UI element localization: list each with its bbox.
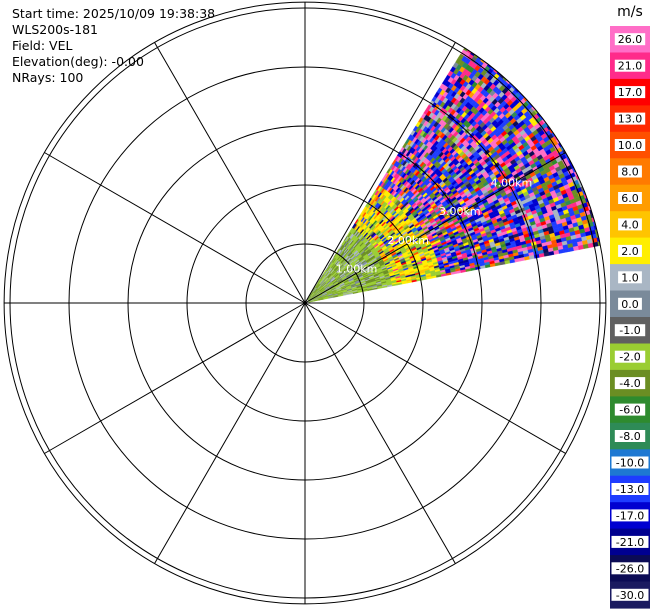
- colorbar-tick: -13.0: [611, 483, 649, 496]
- colorbar-tick-bg: [618, 218, 642, 231]
- colorbar-tick: 10.0: [614, 139, 646, 152]
- colorbar-tick: 17.0: [614, 86, 646, 99]
- colorbar-tick-label: 2.0: [621, 245, 639, 258]
- colorbar-tick-label: 13.0: [618, 113, 643, 126]
- colorbar-tick: -8.0: [614, 430, 646, 443]
- velocity-cell: [573, 245, 580, 251]
- field-label: Field: VEL: [12, 38, 73, 53]
- colorbar-tick-bg: [618, 192, 642, 204]
- azimuth-spoke: [44, 302, 306, 454]
- colorbar-tick-label: 1.0: [621, 271, 639, 284]
- range-ring-label: 4.00km: [491, 177, 533, 190]
- colorbar-tick: 2.0: [618, 244, 642, 258]
- colorbar-tick-label: 26.0: [618, 33, 643, 46]
- colorbar-tick-bg: [611, 509, 649, 522]
- azimuth-spoke: [304, 152, 566, 304]
- colorbar-tick-bg: [614, 403, 646, 416]
- azimuth-spoke: [304, 302, 566, 454]
- colorbar-tick-label: -6.0: [619, 404, 640, 417]
- colorbar-tick: -30.0: [611, 588, 649, 602]
- nrays-label: NRays: 100: [12, 70, 84, 85]
- azimuth-spoke: [304, 302, 456, 564]
- colorbar-tick-bg: [614, 33, 646, 46]
- colorbar-tick: 0.0: [618, 297, 642, 311]
- range-ring-labels: 1.00km 2.00km 3.00km 4.00km: [336, 177, 532, 276]
- colorbar-tick-label: -13.0: [616, 483, 644, 496]
- velocity-cell: [582, 243, 589, 249]
- colorbar-tick-bg: [614, 377, 646, 390]
- colorbar-tick: 8.0: [618, 165, 642, 179]
- velocity-cell: [587, 242, 594, 249]
- colorbar-tick: 21.0: [614, 59, 646, 73]
- azimuth-spoke: [304, 42, 456, 304]
- colorbar-tick: -26.0: [611, 562, 649, 575]
- colorbar-tick-label: -8.0: [619, 430, 640, 443]
- colorbar-tick-label: 8.0: [621, 166, 639, 179]
- colorbar-tick: 1.0: [618, 271, 642, 284]
- azimuth-spoke: [154, 42, 306, 304]
- range-ring-label: 1.00km: [336, 262, 378, 275]
- colorbar-tick-bg: [614, 59, 646, 72]
- colorbar-tick-bg: [614, 350, 646, 363]
- azimuth-spoke: [154, 302, 306, 564]
- colorbar-tick: 6.0: [618, 192, 642, 205]
- azimuth-spoke: [44, 152, 306, 304]
- colorbar-tick-bg: [614, 112, 646, 125]
- colorbar-tick-label: -1.0: [619, 324, 640, 337]
- start-time-label: Start time: 2025/10/09 19:38:38: [12, 6, 216, 21]
- colorbar-unit: m/s: [617, 4, 643, 20]
- elevation-label: Elevation(deg): -0.00: [12, 54, 144, 69]
- colorbar-tick-label: -10.0: [616, 457, 644, 470]
- velocity-cell: [577, 244, 584, 250]
- colorbar-tick: -6.0: [614, 403, 646, 417]
- colorbar-tick-bg: [614, 139, 646, 151]
- colorbar-tick: 4.0: [618, 218, 642, 231]
- colorbar-tick-bg: [618, 244, 642, 257]
- colorbar-tick-bg: [611, 588, 649, 601]
- velocity-cell: [563, 247, 570, 253]
- colorbar-tick-bg: [614, 430, 646, 442]
- colorbar-tick-bg: [618, 271, 642, 284]
- colorbar-tick-label: 21.0: [618, 60, 643, 73]
- colorbar-tick-bg: [618, 297, 642, 310]
- colorbar-tick-label: 0.0: [621, 298, 639, 311]
- colorbar-tick-label: -4.0: [619, 377, 640, 390]
- colorbar-tick-bg: [611, 535, 649, 548]
- colorbar-tick: 26.0: [614, 33, 646, 46]
- colorbar-tick: -21.0: [611, 535, 649, 549]
- colorbar-tick-label: -17.0: [616, 509, 644, 522]
- colorbar-tick: -2.0: [614, 350, 646, 364]
- colorbar-tick-bg: [614, 86, 646, 99]
- colorbar-tick-label: -2.0: [619, 351, 640, 364]
- colorbar-tick-label: 17.0: [618, 86, 643, 99]
- colorbar-tick: -10.0: [611, 456, 649, 470]
- colorbar-tick-label: -30.0: [616, 589, 644, 602]
- colorbar-tick: -1.0: [614, 324, 646, 337]
- range-ring-label: 2.00km: [387, 234, 429, 247]
- range-ring-label: 3.00km: [439, 205, 481, 218]
- colorbar-tick-bg: [614, 324, 646, 337]
- colorbar-tick: 13.0: [614, 112, 646, 126]
- colorbar-tick-bg: [618, 165, 642, 178]
- colorbar-tick-bg: [611, 562, 649, 575]
- colorbar-tick: -17.0: [611, 509, 649, 522]
- polar-grid: [3, 1, 607, 605]
- colorbar-tick-bg: [611, 456, 649, 469]
- colorbar-tick-label: -26.0: [616, 562, 644, 575]
- colorbar-tick-label: 10.0: [618, 139, 643, 152]
- site-label: WLS200s-181: [12, 22, 98, 37]
- colorbar-tick: -4.0: [614, 377, 646, 390]
- velocity-colorbar: m/s 26.0 21.0 17.0 13.0 10.0 8.0 6.0 4.0 2.0 1.0 0.…: [610, 4, 650, 609]
- colorbar-tick-label: 6.0: [621, 192, 639, 205]
- colorbar-tick-bg: [611, 483, 649, 495]
- colorbar-tick-label: 4.0: [621, 218, 639, 231]
- colorbar-tick-label: -21.0: [616, 536, 644, 549]
- velocity-sector: [306, 47, 601, 303]
